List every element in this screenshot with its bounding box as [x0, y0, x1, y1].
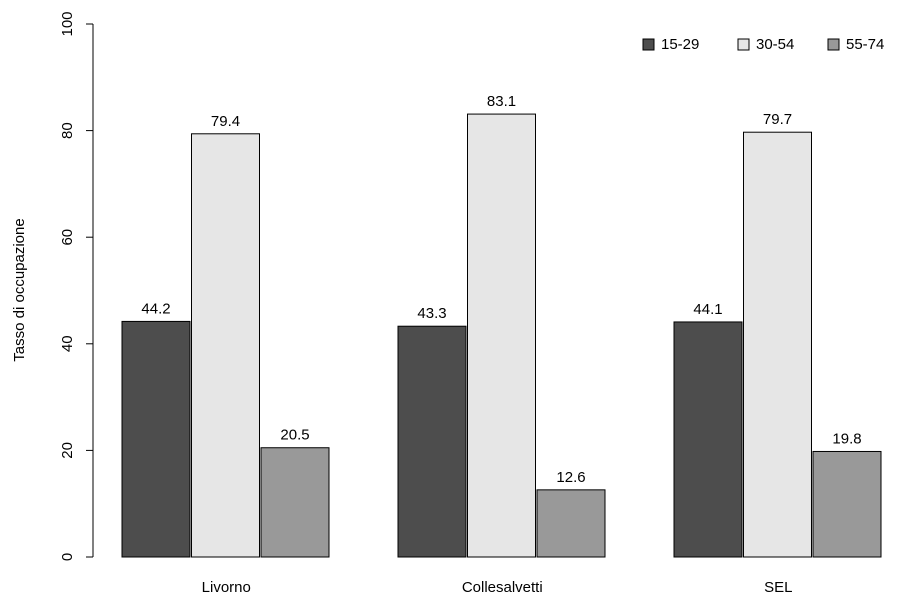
bar	[260, 447, 330, 558]
bar	[536, 489, 606, 558]
y-tick-label: 40	[59, 335, 76, 352]
bar	[397, 325, 467, 558]
legend-swatch	[642, 38, 655, 51]
value-label: 44.2	[141, 300, 170, 317]
value-label: 43.3	[417, 305, 446, 322]
x-tick-label: Livorno	[202, 579, 251, 596]
bar	[743, 131, 812, 558]
y-tick-label: 80	[59, 122, 76, 139]
x-tick-label: Collesalvetti	[462, 579, 543, 596]
value-label: 12.6	[556, 469, 585, 486]
y-tick-label: 100	[59, 11, 76, 36]
legend-swatch	[827, 38, 840, 51]
bar	[121, 320, 191, 558]
bar	[673, 321, 743, 558]
value-label: 79.4	[211, 113, 240, 130]
bar	[467, 113, 536, 558]
y-tick-label: 60	[59, 229, 76, 246]
legend-label: 15-29	[661, 36, 699, 53]
legend-label: 30-54	[756, 36, 794, 53]
bar	[191, 133, 260, 558]
legend-swatch	[737, 38, 750, 51]
value-label: 19.8	[832, 430, 861, 447]
value-label: 20.5	[280, 427, 309, 444]
value-label: 79.7	[763, 111, 792, 128]
y-tick-label: 20	[59, 442, 76, 459]
value-label: 83.1	[487, 93, 516, 110]
x-tick-label: SEL	[764, 579, 792, 596]
value-label: 44.1	[693, 301, 722, 318]
y-axis-label: Tasso di occupazione	[11, 218, 28, 361]
legend-label: 55-74	[846, 36, 884, 53]
y-tick-label: 0	[59, 553, 76, 561]
bar	[812, 450, 882, 558]
